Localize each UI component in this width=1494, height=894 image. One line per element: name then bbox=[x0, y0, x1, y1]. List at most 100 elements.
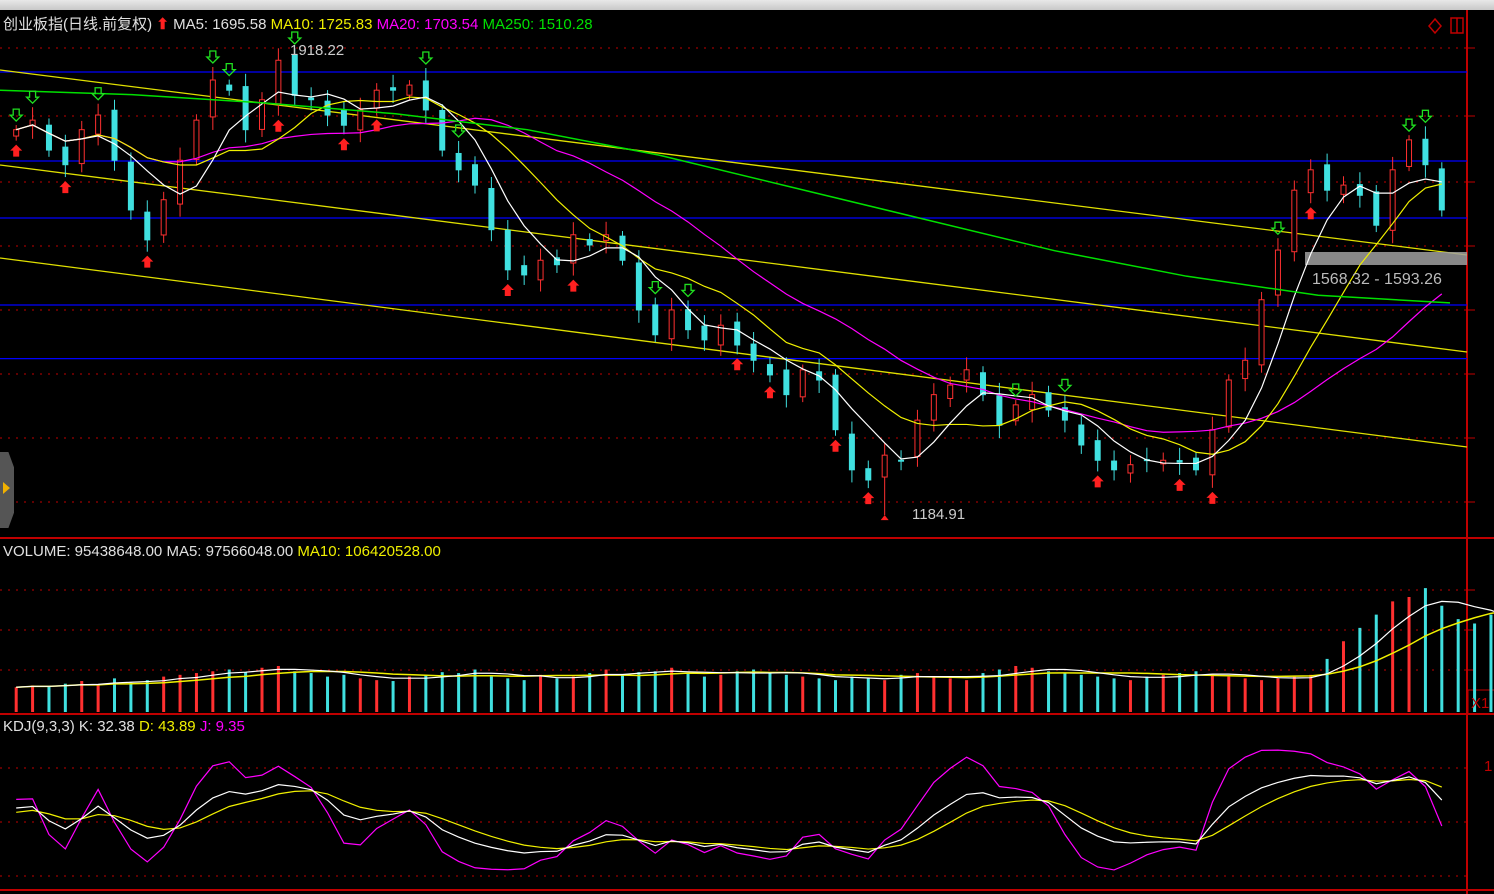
candle-body bbox=[832, 374, 839, 431]
kdj-k-line bbox=[16, 774, 1443, 854]
candle-body bbox=[13, 129, 20, 137]
buy-arrow-icon bbox=[1304, 207, 1317, 220]
candle-body bbox=[963, 369, 970, 381]
candle-body bbox=[586, 238, 593, 246]
buy-arrow-icon bbox=[337, 138, 350, 151]
buy-arrow-icon bbox=[59, 181, 72, 194]
candle-body bbox=[930, 394, 937, 421]
candle-body bbox=[1127, 464, 1134, 474]
candle-body bbox=[472, 164, 479, 186]
candle-body bbox=[209, 79, 216, 118]
high-label: 1918.22 bbox=[290, 42, 345, 59]
candle-body bbox=[455, 152, 462, 171]
sell-arrow-icon bbox=[287, 31, 303, 45]
buy-arrow-icon bbox=[501, 284, 514, 297]
sell-arrow-icon bbox=[418, 51, 434, 65]
candle-body bbox=[242, 86, 249, 131]
candle-body bbox=[1225, 379, 1232, 428]
vol-ma5-value: MA5: 97566048.00 bbox=[166, 543, 294, 560]
buy-arrow-icon bbox=[763, 386, 776, 399]
volume-value: VOLUME: 95438648.00 bbox=[3, 543, 163, 560]
sell-arrow-icon bbox=[1008, 383, 1024, 397]
d-value: D: 43.89 bbox=[138, 718, 196, 735]
buy-arrow-icon bbox=[567, 279, 580, 292]
sell-arrow-icon bbox=[1270, 221, 1286, 236]
buy-arrow-icon bbox=[829, 439, 842, 452]
expand-arrow-icon bbox=[3, 482, 10, 494]
candle-body bbox=[947, 384, 954, 399]
vol-ma10-value: MA10: 106420528.00 bbox=[297, 543, 441, 560]
candle-body bbox=[1373, 191, 1380, 226]
candle-body bbox=[275, 59, 282, 105]
sidebar-expand-handle[interactable] bbox=[0, 452, 14, 528]
candle-body bbox=[373, 89, 380, 109]
candle-body bbox=[1045, 392, 1052, 411]
candle-body bbox=[1340, 184, 1347, 195]
buy-arrow-icon bbox=[272, 119, 285, 132]
ma20-line bbox=[16, 117, 1443, 433]
candle-body bbox=[439, 109, 446, 151]
ma20-value: MA20: 1703.54 bbox=[376, 16, 479, 33]
candle-body bbox=[734, 321, 741, 346]
candle-body bbox=[291, 54, 298, 96]
candle-body bbox=[1242, 359, 1249, 380]
candle-body bbox=[996, 395, 1003, 426]
candle-body bbox=[1012, 404, 1019, 422]
sell-arrow-icon bbox=[647, 280, 663, 295]
candle-body bbox=[701, 325, 708, 341]
candle-body bbox=[553, 257, 560, 266]
ma5-line bbox=[16, 91, 1442, 465]
candle-body bbox=[1389, 169, 1396, 231]
candle-body bbox=[783, 369, 790, 396]
sell-arrow-icon bbox=[1417, 109, 1433, 124]
sell-arrow-icon bbox=[221, 62, 237, 77]
candle-body bbox=[570, 234, 577, 264]
candle-body bbox=[1324, 164, 1331, 191]
candle-body bbox=[1291, 189, 1298, 253]
volume-scale-box bbox=[1467, 689, 1494, 715]
trend-line bbox=[0, 257, 1468, 448]
sell-arrow-icon bbox=[1401, 118, 1417, 133]
buy-arrow-icon bbox=[731, 358, 744, 371]
candle-body bbox=[144, 211, 151, 241]
buy-arrow-icon bbox=[370, 119, 383, 132]
range-box bbox=[1305, 251, 1467, 265]
candle-body bbox=[1274, 249, 1281, 296]
ma10-value: MA10: 1725.83 bbox=[270, 16, 373, 33]
index-title: 创业板指(日线.前复权) bbox=[3, 16, 153, 33]
candle-body bbox=[537, 259, 544, 281]
candle-body bbox=[62, 146, 69, 166]
candle-body bbox=[1176, 460, 1183, 463]
candle-body bbox=[390, 87, 397, 91]
candle-body bbox=[1258, 299, 1265, 366]
low-label: 1184.91 bbox=[912, 506, 966, 523]
sell-arrow-icon bbox=[90, 87, 106, 101]
ma250-value: MA250: 1510.28 bbox=[482, 16, 593, 33]
candle-body bbox=[127, 161, 134, 211]
candle-body bbox=[193, 119, 200, 160]
range-label: 1568.32 - 1593.26 bbox=[1312, 271, 1442, 288]
candle-body bbox=[1094, 440, 1101, 461]
candle-body bbox=[95, 114, 102, 135]
candle-body bbox=[521, 265, 528, 276]
candle-body bbox=[750, 343, 757, 361]
candle-body bbox=[1356, 184, 1363, 196]
kdj-header: KDJ(9,3,3) K: 32.38 D: 43.89 J: 9.35 bbox=[3, 718, 245, 736]
candle-body bbox=[652, 304, 659, 336]
sell-arrow-icon bbox=[25, 90, 41, 105]
candle-body bbox=[717, 324, 724, 346]
buy-arrow-icon bbox=[862, 492, 875, 505]
volume-header: VOLUME: 95438648.00 MA5: 97566048.00 MA1… bbox=[3, 543, 441, 561]
candle-body bbox=[685, 309, 692, 331]
sell-arrow-icon bbox=[451, 124, 467, 138]
candle-body bbox=[177, 159, 184, 205]
toolbar[interactable] bbox=[0, 0, 1494, 10]
buy-arrow-icon bbox=[141, 255, 154, 268]
candle-body bbox=[914, 419, 921, 457]
ma10-line bbox=[16, 96, 1442, 455]
candle-body bbox=[848, 433, 855, 471]
trend-line bbox=[0, 164, 1468, 353]
kdj-name: KDJ(9,3,3) bbox=[3, 718, 75, 735]
candle-body bbox=[258, 99, 265, 130]
